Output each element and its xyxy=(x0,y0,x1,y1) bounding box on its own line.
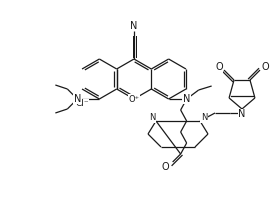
Text: N: N xyxy=(201,113,207,123)
Text: N: N xyxy=(130,21,138,31)
Text: O⁺: O⁺ xyxy=(128,95,140,103)
Text: O: O xyxy=(215,62,223,72)
Text: Cl⁻: Cl⁻ xyxy=(75,100,89,108)
Text: N: N xyxy=(74,94,81,104)
Text: O: O xyxy=(261,62,269,72)
Text: N: N xyxy=(149,113,155,123)
Text: N: N xyxy=(183,94,190,104)
Text: N: N xyxy=(238,109,246,119)
Text: O: O xyxy=(162,162,169,172)
